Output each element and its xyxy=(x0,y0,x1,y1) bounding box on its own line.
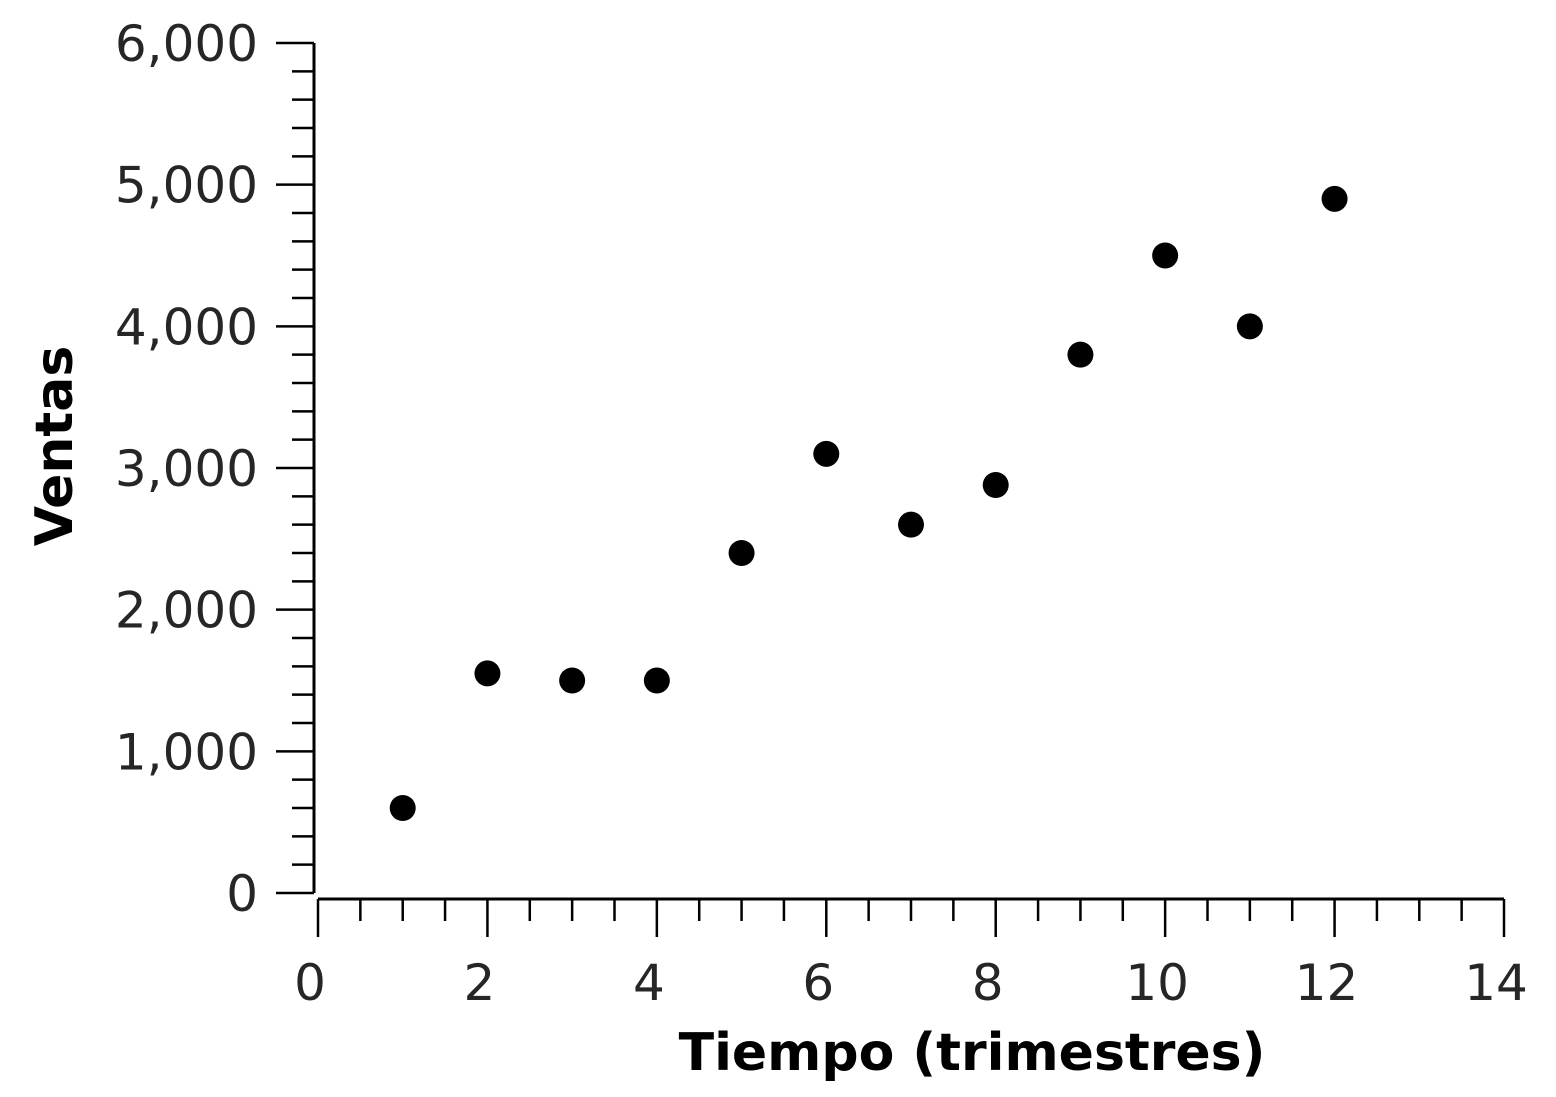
x-tick-label: 0 xyxy=(294,954,326,1012)
x-tick-label: 14 xyxy=(1464,954,1528,1012)
x-axis-title: Tiempo (trimestres) xyxy=(679,1023,1266,1083)
x-tick-label: 8 xyxy=(972,954,1004,1012)
data-point xyxy=(559,667,586,694)
y-tick-label: 4,000 xyxy=(115,298,258,356)
data-points xyxy=(389,185,1348,821)
x-tick-label: 12 xyxy=(1295,954,1359,1012)
data-point xyxy=(474,660,501,687)
y-axis-title: Ventas xyxy=(25,346,85,547)
data-point xyxy=(728,540,755,566)
data-point xyxy=(1321,185,1348,212)
data-point xyxy=(1236,313,1263,340)
data-point xyxy=(389,795,416,821)
x-tick-label: 2 xyxy=(464,954,496,1012)
y-axis: 0 1,000 2,000 3,000 4,000 5,000 6,000 xyxy=(115,15,316,923)
data-point xyxy=(1067,341,1094,368)
data-point xyxy=(982,472,1009,498)
y-tick-label: 5,000 xyxy=(115,157,258,215)
y-tick-label: 1,000 xyxy=(115,723,258,781)
x-tick-label: 6 xyxy=(802,954,834,1012)
data-point xyxy=(898,511,924,538)
data-point xyxy=(643,667,670,694)
x-tick-label: 10 xyxy=(1125,954,1189,1012)
x-axis: 0 2 4 6 8 10 12 14 xyxy=(294,897,1528,1012)
y-tick-label: 6,000 xyxy=(115,15,258,73)
y-tick-label: 0 xyxy=(226,865,258,923)
y-tick-label: 3,000 xyxy=(115,440,258,498)
data-point xyxy=(813,440,840,467)
y-tick-label: 2,000 xyxy=(115,582,258,640)
data-point xyxy=(1152,242,1179,269)
x-tick-label: 4 xyxy=(633,954,665,1012)
